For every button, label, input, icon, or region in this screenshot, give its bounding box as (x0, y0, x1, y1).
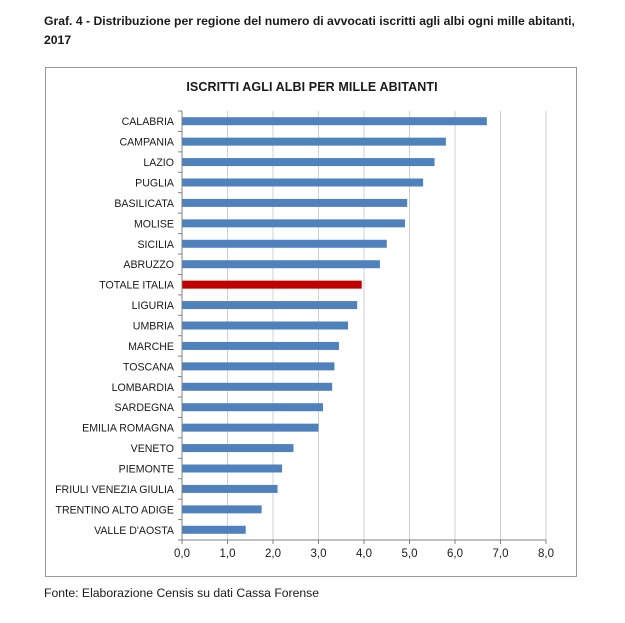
x-tick-label: 5,0 (402, 548, 418, 560)
category-label: MARCHE (128, 341, 174, 353)
x-tick-label: 4,0 (356, 548, 372, 560)
bar (182, 117, 487, 126)
x-tick-label: 6,0 (447, 548, 463, 560)
category-label: TOSCANA (123, 361, 175, 373)
category-label: CALABRIA (122, 116, 175, 128)
category-label: LIGURIA (132, 300, 175, 312)
bar (182, 158, 435, 167)
bar (182, 423, 319, 432)
bar-chart: 0,0 1,0 2,0 3,0 4,0 5,0 6,0 7,0 8,0 CALABRIA CAMPA… (55, 110, 554, 560)
bar (182, 484, 278, 493)
bar (182, 198, 408, 207)
category-label: UMBRIA (133, 321, 175, 333)
x-tick-label: 8,0 (538, 548, 554, 560)
category-label: LAZIO (143, 157, 174, 169)
bar (182, 321, 349, 330)
category-label: LOMBARDIA (112, 382, 175, 394)
x-tick-label: 7,0 (493, 548, 509, 560)
category-label: PIEMONTE (119, 464, 174, 476)
chart-frame: ISCRITTI AGLI ALBI PER MILLE ABITANTI 0,… (45, 67, 577, 577)
category-label: TOTALE ITALIA (99, 280, 175, 292)
bar (182, 444, 294, 453)
category-label: CAMPANIA (119, 137, 174, 149)
x-tick-label: 2,0 (265, 548, 281, 560)
chart-title: ISCRITTI AGLI ALBI PER MILLE ABITANTI (186, 80, 438, 94)
category-label: MOLISE (134, 218, 174, 230)
category-label: BASILICATA (114, 198, 175, 210)
bar (182, 403, 324, 412)
category-label: SICILIA (137, 239, 174, 251)
category-label: EMILIA ROMAGNA (82, 423, 175, 435)
category-label: VALLE D'AOSTA (94, 525, 175, 537)
bar (182, 178, 424, 187)
source-note: Fonte: Elaborazione Censis su dati Cassa… (44, 586, 320, 600)
figure-caption-line-2: 2017 (44, 33, 72, 47)
category-label: TRENTINO ALTO ADIGE (55, 504, 174, 516)
bar (182, 382, 333, 391)
x-tick-label: 1,0 (220, 548, 236, 560)
bar (182, 301, 358, 310)
x-tick-label: 0,0 (174, 548, 190, 560)
category-label: SARDEGNA (115, 402, 175, 414)
bar (182, 137, 446, 146)
category-label: FRIULI VENEZIA GIULIA (55, 484, 175, 496)
bar (182, 260, 380, 269)
bar-highlight (182, 280, 362, 289)
figure-caption: Graf. 4 - Distribuzione per regione del … (44, 12, 604, 50)
bar (182, 505, 262, 514)
category-label: ABRUZZO (123, 259, 174, 271)
figure-caption-line-1: Graf. 4 - Distribuzione per regione del … (44, 14, 575, 28)
bar (182, 362, 335, 371)
bar (182, 219, 405, 228)
bar (182, 525, 246, 534)
category-label: PUGLIA (135, 178, 175, 190)
bar (182, 239, 387, 248)
category-label: VENETO (131, 443, 174, 455)
bar (182, 341, 339, 350)
bar (182, 464, 283, 473)
x-tick-label: 3,0 (311, 548, 327, 560)
